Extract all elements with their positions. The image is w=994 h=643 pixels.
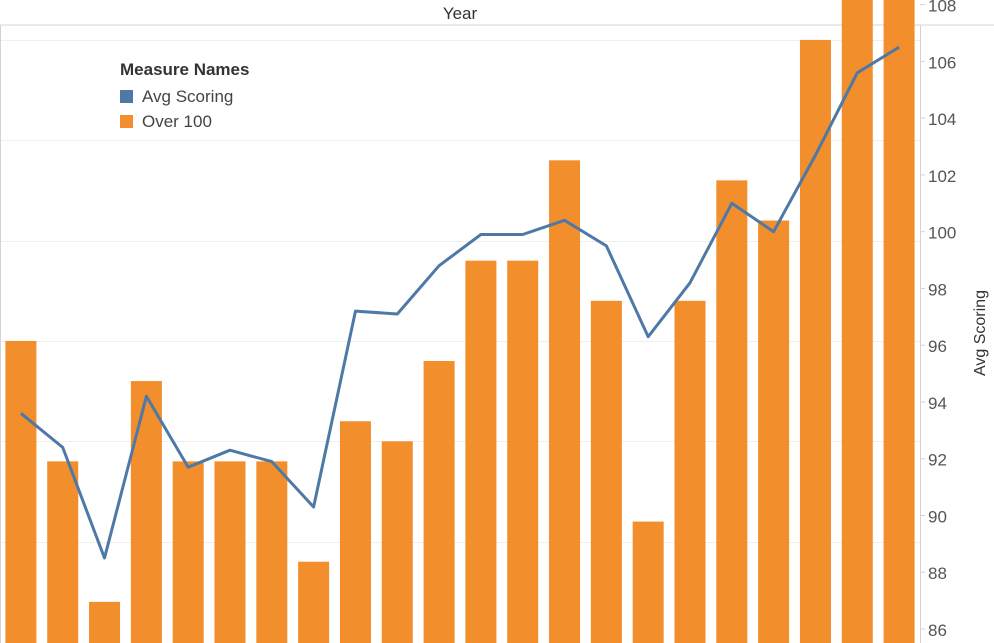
bar-over-100 (5, 341, 36, 643)
bar-over-100 (758, 221, 789, 643)
bar-over-100 (716, 180, 747, 643)
right-axis: 86 88 90 92 94 96 98 100 102 104 106 108 (920, 0, 956, 640)
bar-over-100 (675, 301, 706, 643)
axis-tick-label: 108 (928, 0, 956, 16)
bar-over-100 (47, 461, 78, 643)
bar-over-100 (131, 381, 162, 643)
bar-over-100 (298, 562, 329, 643)
bar-over-100 (89, 602, 120, 643)
legend-label-over-100: Over 100 (142, 112, 212, 132)
bar-over-100 (424, 361, 455, 643)
axis-tick-label: 90 (928, 507, 947, 526)
axis-tick-label: 94 (928, 394, 947, 413)
axis-tick-label: 96 (928, 337, 947, 356)
axis-tick-label: 104 (928, 110, 956, 129)
y-axis-title: Avg Scoring (972, 290, 990, 376)
legend-item-avg-scoring[interactable]: Avg Scoring (120, 84, 249, 109)
axis-tick-label: 86 (928, 621, 947, 640)
axis-tick-label: 98 (928, 280, 947, 299)
bar-over-100 (591, 301, 622, 643)
bar-over-100 (549, 160, 580, 643)
legend-swatch-over-100 (120, 115, 133, 128)
legend-label-avg-scoring: Avg Scoring (142, 87, 233, 107)
bar-over-100 (340, 421, 371, 643)
legend: Measure Names Avg Scoring Over 100 (120, 60, 249, 134)
legend-title: Measure Names (120, 60, 249, 80)
bar-over-100 (507, 261, 538, 643)
bar-over-100 (633, 522, 664, 643)
axis-tick-label: 100 (928, 224, 956, 243)
bar-over-100 (256, 461, 287, 643)
axis-tick-label: 102 (928, 167, 956, 186)
legend-swatch-avg-scoring (120, 90, 133, 103)
bar-over-100 (884, 0, 915, 643)
bar-over-100 (173, 461, 204, 643)
axis-tick-label: 92 (928, 451, 947, 470)
bar-over-100 (382, 441, 413, 643)
axis-tick-label: 106 (928, 53, 956, 72)
bar-over-100 (800, 40, 831, 643)
axis-tick-label: 88 (928, 564, 947, 583)
bar-over-100 (215, 461, 246, 643)
legend-item-over-100[interactable]: Over 100 (120, 109, 249, 134)
bar-over-100 (465, 261, 496, 643)
